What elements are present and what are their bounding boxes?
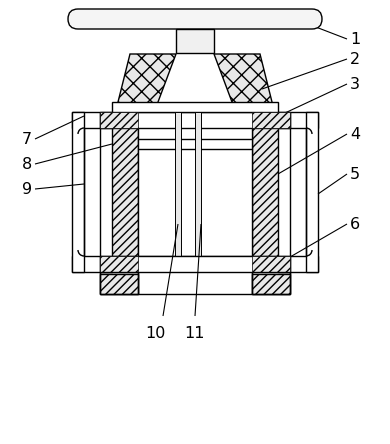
Bar — [100, 112, 138, 128]
Bar — [112, 102, 278, 112]
Text: 7: 7 — [22, 131, 32, 147]
Bar — [252, 112, 278, 256]
Bar — [195, 112, 201, 256]
Text: 5: 5 — [350, 166, 360, 182]
Polygon shape — [112, 54, 176, 126]
Bar — [112, 112, 138, 256]
Bar — [252, 274, 290, 294]
Text: 9: 9 — [22, 182, 32, 197]
FancyBboxPatch shape — [68, 9, 322, 29]
Bar — [100, 274, 138, 294]
Text: 4: 4 — [350, 127, 360, 142]
Bar — [72, 112, 112, 128]
Bar — [252, 112, 290, 128]
Bar — [278, 256, 318, 272]
Bar — [306, 112, 318, 272]
Bar — [252, 256, 290, 272]
Bar — [100, 272, 138, 294]
Bar — [252, 272, 290, 294]
Bar — [72, 256, 112, 272]
Text: 11: 11 — [185, 326, 205, 341]
Polygon shape — [214, 54, 278, 126]
Bar — [175, 112, 181, 256]
Text: 3: 3 — [350, 76, 360, 91]
Bar — [100, 112, 290, 128]
Bar — [176, 29, 214, 53]
Text: 2: 2 — [350, 52, 360, 67]
Bar — [278, 112, 318, 128]
Text: 6: 6 — [350, 217, 360, 231]
Bar — [138, 112, 252, 256]
Bar — [100, 256, 290, 272]
Bar — [72, 112, 84, 272]
Bar — [100, 256, 138, 272]
Text: 1: 1 — [350, 32, 360, 47]
Text: 8: 8 — [22, 156, 32, 171]
Text: 10: 10 — [145, 326, 165, 341]
